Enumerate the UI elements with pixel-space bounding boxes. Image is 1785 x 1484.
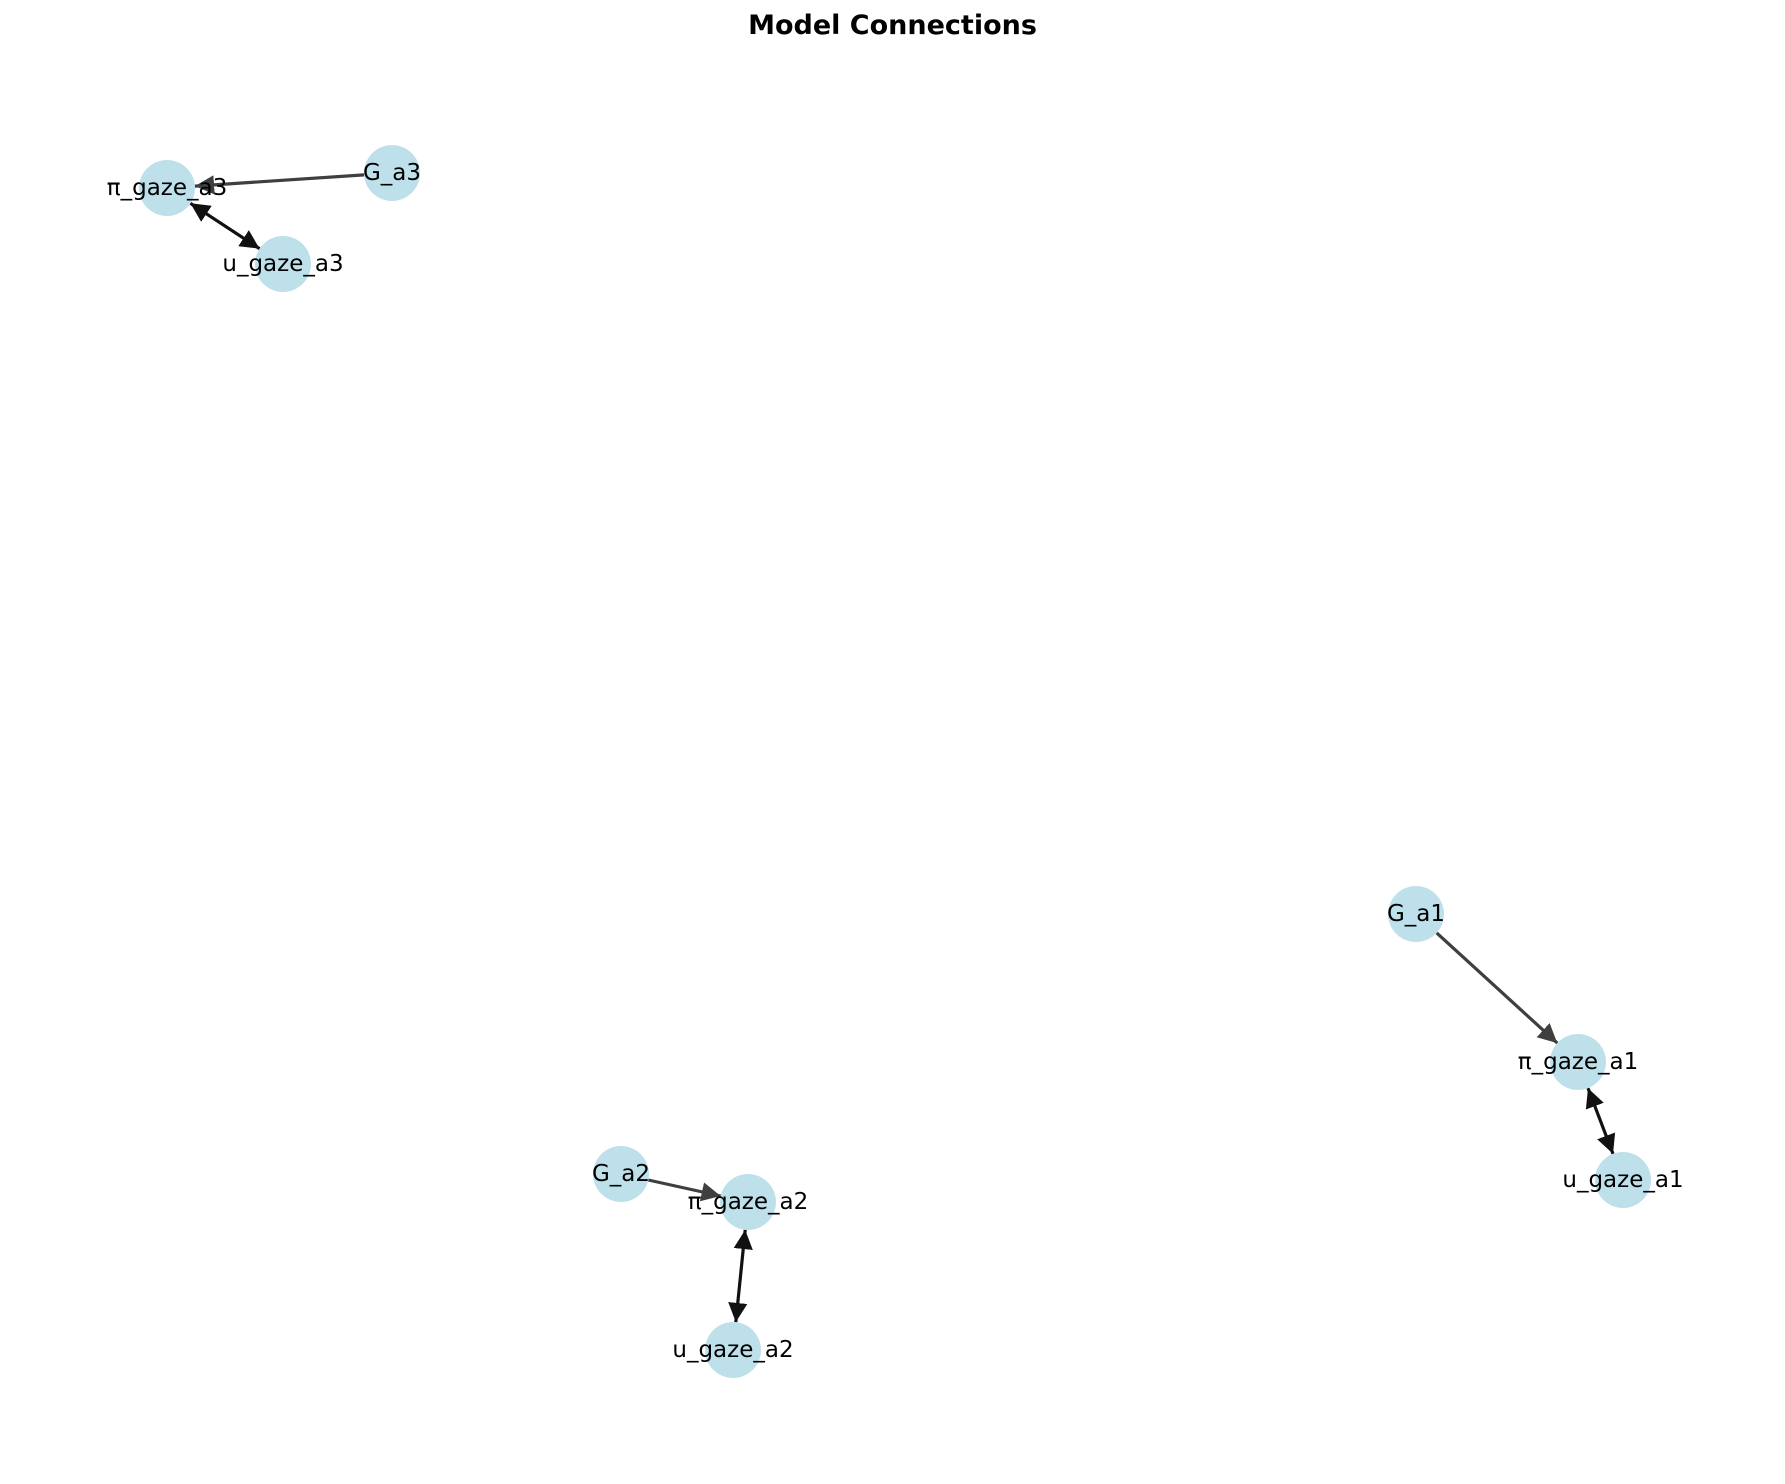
node-label-pi_gaze_a2: π_gaze_a2 — [688, 1189, 809, 1215]
node-circle-u_gaze_a1 — [1595, 1152, 1651, 1208]
node-label-pi_gaze_a1: π_gaze_a1 — [1518, 1049, 1639, 1075]
edges-layer — [189, 173, 1616, 1323]
node-u_gaze_a3: u_gaze_a3 — [222, 236, 344, 292]
node-circle-G_a1 — [1388, 886, 1444, 942]
nodes-layer: G_a3 π_gaze_a3 u_gaze_a3 G_a1 π_gaze_a1 u_gaz… — [107, 145, 1684, 1378]
node-circle-u_gaze_a3 — [255, 236, 311, 292]
edge-G_a1-to-pi_gaze_a1 — [1435, 931, 1559, 1045]
node-label-G_a2: G_a2 — [592, 1161, 650, 1187]
node-circle-G_a2 — [593, 1146, 649, 1202]
edge-G_a3-to-pi_gaze_a3 — [194, 173, 365, 195]
node-pi_gaze_a2: π_gaze_a2 — [688, 1174, 809, 1230]
diagram-title: Model Connections — [748, 10, 1037, 41]
edge-pi_gaze_a3-to-u_gaze_a3 — [189, 201, 261, 251]
node-label-u_gaze_a3: u_gaze_a3 — [222, 251, 343, 277]
node-label-G_a1: G_a1 — [1387, 901, 1445, 927]
node-circle-pi_gaze_a2 — [720, 1174, 776, 1230]
edge-G_a2-to-pi_gaze_a2 — [647, 1178, 722, 1202]
node-u_gaze_a1: u_gaze_a1 — [1562, 1152, 1684, 1208]
node-label-u_gaze_a2: u_gaze_a2 — [672, 1337, 793, 1363]
node-circle-pi_gaze_a3 — [139, 160, 195, 216]
node-G_a1: G_a1 — [1387, 886, 1445, 942]
node-circle-pi_gaze_a1 — [1550, 1034, 1606, 1090]
node-pi_gaze_a1: π_gaze_a1 — [1518, 1034, 1639, 1090]
node-label-u_gaze_a1: u_gaze_a1 — [1562, 1167, 1683, 1193]
node-label-pi_gaze_a3: π_gaze_a3 — [107, 175, 228, 201]
node-circle-G_a3 — [364, 145, 420, 201]
node-G_a3: G_a3 — [363, 145, 421, 201]
node-pi_gaze_a3: π_gaze_a3 — [107, 160, 228, 216]
edge-pi_gaze_a2-to-u_gaze_a2 — [728, 1229, 753, 1323]
node-circle-u_gaze_a2 — [705, 1322, 761, 1378]
node-label-G_a3: G_a3 — [363, 160, 421, 186]
edge-pi_gaze_a1-to-u_gaze_a1 — [1585, 1087, 1616, 1155]
node-u_gaze_a2: u_gaze_a2 — [672, 1322, 794, 1378]
node-G_a2: G_a2 — [592, 1146, 650, 1202]
